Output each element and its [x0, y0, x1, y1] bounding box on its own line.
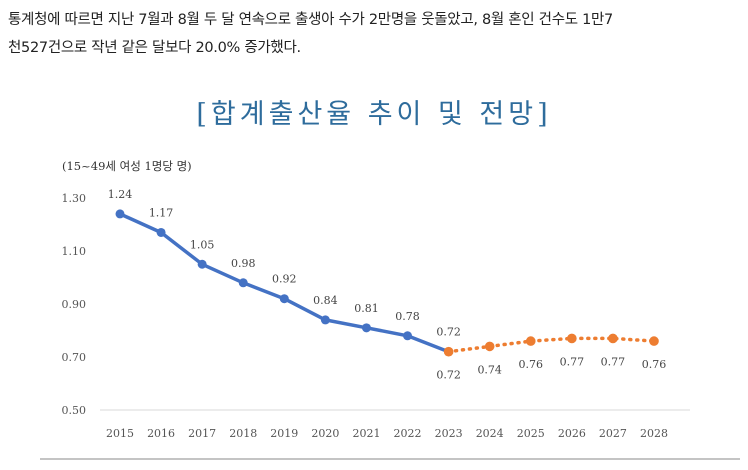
data-label: 0.72: [436, 369, 461, 382]
data-point: [115, 209, 125, 219]
x-tick-label: 2019: [270, 427, 298, 440]
x-tick-label: 2025: [517, 427, 545, 440]
data-label: 0.98: [231, 257, 256, 270]
data-point: [361, 323, 371, 333]
data-point: [443, 346, 454, 357]
x-tick-label: 2018: [229, 427, 257, 440]
data-point: [403, 331, 413, 341]
data-label: 0.76: [519, 358, 544, 371]
data-label: 0.74: [477, 363, 502, 376]
x-tick-label: 2026: [558, 427, 586, 440]
data-label: 0.78: [395, 310, 420, 323]
data-point: [279, 294, 289, 304]
data-label: 0.92: [272, 273, 297, 286]
data-point: [484, 341, 495, 352]
y-tick-label: 0.70: [62, 351, 87, 364]
data-point: [156, 227, 166, 237]
x-tick-label: 2017: [188, 427, 216, 440]
y-tick-label: 1.30: [62, 192, 87, 205]
data-point: [525, 336, 536, 346]
data-point: [197, 259, 207, 269]
data-label: 0.84: [313, 294, 338, 307]
data-point: [567, 333, 577, 344]
data-label: 1.17: [149, 206, 174, 219]
x-tick-label: 2027: [599, 427, 627, 440]
data-point: [608, 333, 618, 344]
data-label: 0.81: [354, 302, 379, 315]
data-point: [649, 336, 659, 346]
x-tick-label: 2016: [147, 427, 175, 440]
data-point: [320, 315, 330, 325]
article-text: 통계청에 따르면 지난 7월과 8월 두 달 연속으로 출생아 수가 2만명을 …: [8, 6, 744, 62]
chart-title: [합계출산율 추이 및 전망]: [196, 99, 552, 130]
data-point: [238, 278, 248, 288]
x-tick-label: 2023: [435, 427, 463, 440]
data-label: 0.77: [560, 355, 585, 368]
article-line-2: 천527건으로 작년 같은 달보다 20.0% 증가했다.: [8, 40, 301, 56]
data-label: 1.05: [190, 238, 215, 251]
x-tick-label: 2022: [394, 427, 422, 440]
data-label: 0.72: [436, 326, 461, 339]
data-label: 0.77: [601, 355, 626, 368]
data-label: 1.24: [108, 188, 133, 201]
x-tick-label: 2020: [311, 427, 339, 440]
y-tick-label: 0.90: [62, 298, 87, 311]
x-tick-label: 2015: [106, 427, 134, 440]
y-tick-label: 0.50: [62, 404, 87, 417]
y-tick-label: 1.10: [62, 245, 87, 258]
series-line-forecast: [446, 336, 656, 354]
x-tick-label: 2028: [640, 427, 668, 440]
data-label: 0.76: [642, 358, 667, 371]
article-line-1: 통계청에 따르면 지난 7월과 8월 두 달 연속으로 출생아 수가 2만명을 …: [8, 12, 613, 28]
y-unit-label: (15~49세 여성 1명당 명): [62, 159, 192, 173]
x-tick-label: 2021: [352, 427, 380, 440]
x-tick-label: 2024: [476, 427, 504, 440]
